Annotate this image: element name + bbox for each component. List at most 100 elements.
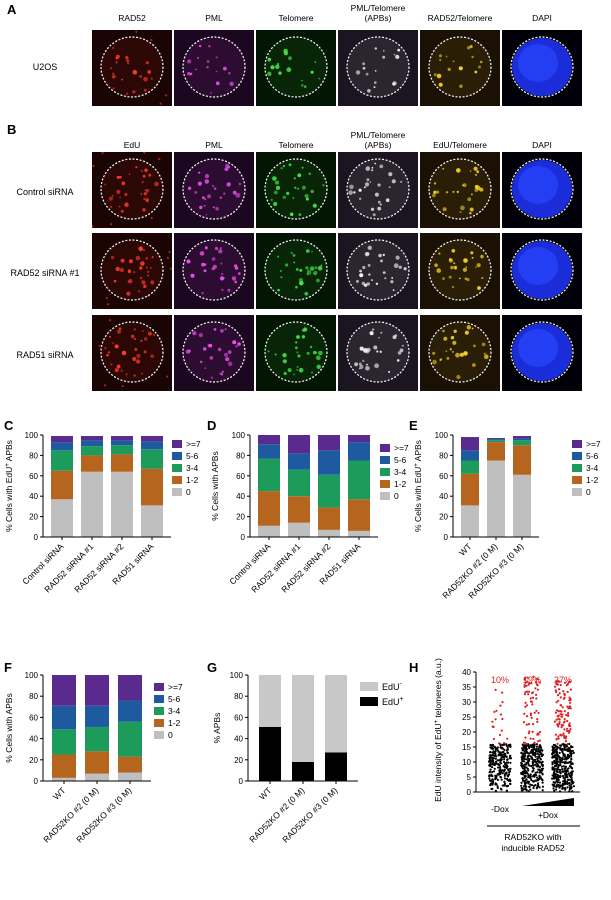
chart-e-bar-1-0 [487,460,505,537]
chart-g-ytick: 0 [239,777,244,786]
chart-d-bar-2->=7 [318,435,340,451]
chart-e-ytick: 20 [439,513,448,522]
chart-d-bar-3->=7 [348,435,370,443]
chart-f-bar-0->=7 [52,675,76,706]
chart-f-bar-2-5-6 [118,700,142,722]
chart-e-xtick-0: WT [457,541,473,557]
chart-c-ytick: 0 [34,533,39,542]
chart-c-legend-label-3: 1-2 [186,475,199,485]
chart-d-ylabel: % Cells with APBs [210,451,220,520]
chart-c-bar-3-0 [141,505,163,537]
chart-g-ytick: 100 [230,671,244,680]
chart-e-legend-label-1: 5-6 [586,451,599,461]
chart-e-bar-1-5-6 [487,439,505,441]
panel-letter-b: B [7,122,17,137]
chart-h-ytick: 5 [467,773,472,782]
chart-h-xlabel-2: inducible RAD52 [501,843,565,853]
chart-f-legend-swatch-1 [154,695,164,703]
chart-c-legend-swatch-4 [172,488,182,496]
chart-f-bar-2-1-2 [118,756,142,773]
panel-letter-h: H [409,660,419,675]
chart-e-legend-label-3: 1-2 [586,475,599,485]
chart-d-bar-2-0 [318,529,340,537]
panel-letter-g: G [207,660,218,675]
chart-d-bar-0-0 [258,525,280,537]
panel-letter-c: C [4,418,14,433]
chart-d-legend-label-2: 3-4 [394,467,407,477]
panel-a-col-2: Telomere [278,13,314,23]
chart-f-legend-swatch-0 [154,683,164,691]
chart-f-xtick-2: RAD52KO #3 (0 M) [74,785,133,844]
chart-d-legend-label-3: 1-2 [394,479,407,489]
chart-c-bar-3-3-4 [141,449,163,469]
chart-h-ytick: 30 [462,698,471,707]
chart-g-bar-1-edu-neg [292,675,314,762]
chart-d-bar-1-1-2 [288,496,310,523]
chart-e-ytick: 100 [435,431,449,440]
chart-e-bar-1->=7 [487,438,505,440]
chart-f-bar-2-3-4 [118,721,142,757]
chart-g-ytick: 60 [234,713,243,722]
chart-h-xlabel-1: RAD52KO with [504,832,561,842]
chart-c-bar-3-1-2 [141,468,163,506]
chart-d-legend-label-0: >=7 [394,443,409,453]
panel-a-image-2 [256,30,336,106]
chart-f-bar-2-0 [118,772,142,781]
chart-f-bar-0-0 [52,777,76,781]
chart-c-bar-2-0 [111,471,133,537]
chart-d-legend-label-4: 0 [394,491,399,501]
chart-g-bar-0-edu-neg [259,675,281,727]
chart-h-ytick: 0 [467,788,472,797]
chart-e-bar-2-5-6 [513,438,531,441]
chart-d-bar-1-0 [288,522,310,537]
chart-d-bar-3-5-6 [348,442,370,461]
panel-letter-d: D [207,418,217,433]
chart-d-legend-swatch-1 [380,456,390,464]
panel-b-col-3: PML/Telomere (APBs) [350,130,406,150]
panel-b-image-r1-c1 [174,233,254,309]
chart-e-legend-label-2: 3-4 [586,463,599,473]
panel-b-image-r2-c2 [256,315,336,391]
chart-c-bar-1->=7 [81,436,103,441]
chart-c-bar-1-0 [81,471,103,537]
chart-c-bar-2-3-4 [111,445,133,455]
chart-e-ytick: 80 [439,451,448,460]
chart-e-legend-swatch-0 [572,440,582,448]
chart-e-legend-swatch-3 [572,476,582,484]
chart-f-ytick: 20 [29,756,38,765]
chart-f-ylabel: % Cells with APBs [4,693,14,762]
chart-h-minus-dox: -Dox [491,804,510,814]
panel-b-image-r1-c3 [338,233,418,309]
chart-h-ytick: 10 [462,758,471,767]
chart-e-bar-2-0 [513,474,531,537]
chart-f-bar-0-5-6 [52,705,76,730]
chart-d-bar-0-5-6 [258,444,280,459]
row-label-control-sirna: Control siRNA [16,187,74,197]
panel-b-image-r0-c4 [420,152,500,228]
panel-b-col-5: DAPI [532,140,552,150]
chart-e-ytick: 40 [439,492,448,501]
chart-d-legend-swatch-0 [380,444,390,452]
chart-h-ytick: 20 [462,728,471,737]
chart-f-legend-label-1: 5-6 [168,694,181,704]
chart-f-bar-1-0 [85,773,109,781]
chart-f-legend-label-2: 3-4 [168,706,181,716]
chart-f-legend-label-4: 0 [168,730,173,740]
chart-f-legend-swatch-4 [154,731,164,739]
chart-e-bar-0-3-4 [461,460,479,474]
panel-letter-e: E [409,418,418,433]
chart-c-ytick: 60 [29,472,38,481]
chart-c-bar-3->=7 [141,436,163,442]
row-label-u2os: U2OS [32,62,58,72]
chart-c-ytick: 100 [25,431,39,440]
chart-c-bar-3-5-6 [141,441,163,450]
panel-a-image-4 [420,30,500,106]
panel-a-image-5 [502,30,582,106]
panel-b-col-2: Telomere [278,140,314,150]
chart-d-bar-3-0 [348,530,370,537]
chart-e-bar-0-5-6 [461,450,479,461]
chart-d-legend-swatch-4 [380,492,390,500]
